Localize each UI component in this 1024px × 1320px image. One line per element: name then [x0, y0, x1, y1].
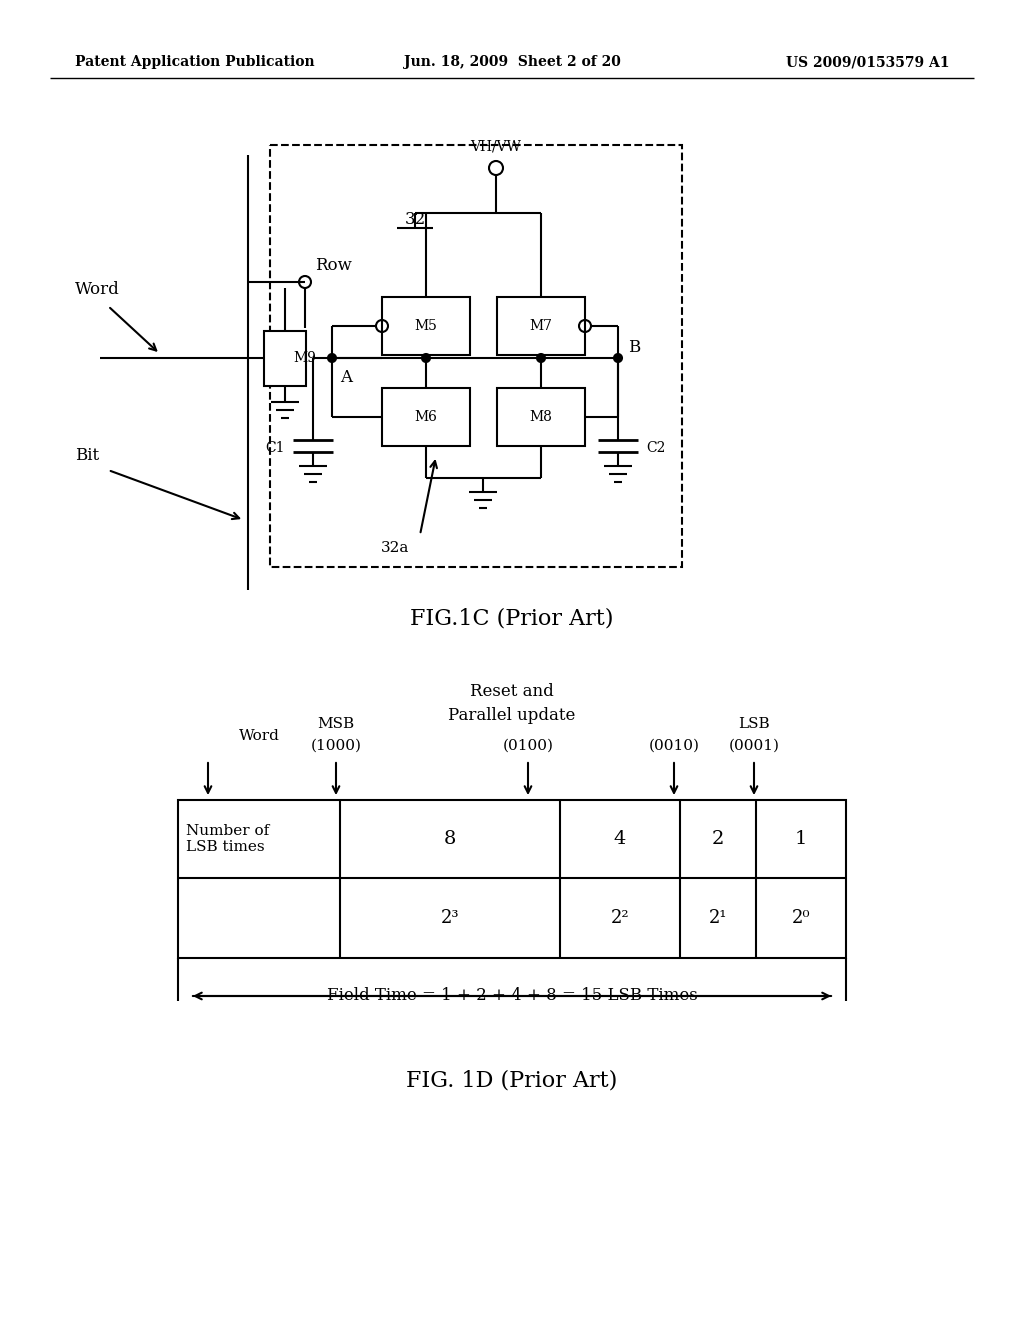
Bar	[382, 297, 470, 355]
Text: B: B	[628, 339, 640, 356]
Text: Parallel update: Parallel update	[449, 706, 575, 723]
Text: C1: C1	[265, 441, 285, 455]
Circle shape	[614, 354, 622, 362]
Text: Number of
LSB times: Number of LSB times	[186, 824, 269, 854]
Text: (0010): (0010)	[648, 739, 699, 752]
Text: Field Time = 1 + 2 + 4 + 8 = 15 LSB Times: Field Time = 1 + 2 + 4 + 8 = 15 LSB Time…	[327, 987, 697, 1005]
Text: Word: Word	[239, 729, 280, 743]
Text: Patent Application Publication: Patent Application Publication	[75, 55, 314, 69]
Bar	[497, 388, 585, 446]
Text: M6: M6	[415, 411, 437, 424]
Circle shape	[537, 354, 545, 362]
Text: 2³: 2³	[440, 909, 459, 927]
Text: Word: Word	[75, 281, 120, 298]
Circle shape	[328, 354, 336, 362]
Circle shape	[422, 354, 430, 362]
Text: 4: 4	[613, 830, 627, 847]
Text: 2¹: 2¹	[709, 909, 727, 927]
Text: 2⁰: 2⁰	[792, 909, 810, 927]
Text: VH/VW: VH/VW	[471, 140, 521, 154]
Text: 1: 1	[795, 830, 807, 847]
Bar	[178, 800, 846, 958]
Text: LSB: LSB	[738, 717, 770, 731]
Text: FIG.1C (Prior Art): FIG.1C (Prior Art)	[411, 607, 613, 630]
Text: Jun. 18, 2009  Sheet 2 of 20: Jun. 18, 2009 Sheet 2 of 20	[403, 55, 621, 69]
Text: (1000): (1000)	[310, 739, 361, 752]
Text: 2²: 2²	[610, 909, 630, 927]
Text: FIG. 1D (Prior Art): FIG. 1D (Prior Art)	[407, 1071, 617, 1092]
Text: 32a: 32a	[381, 541, 410, 554]
Text: C2: C2	[646, 441, 666, 455]
Bar	[497, 297, 585, 355]
Text: 32: 32	[404, 211, 426, 228]
Text: M8: M8	[529, 411, 552, 424]
Text: 2: 2	[712, 830, 724, 847]
Text: (0001): (0001)	[728, 739, 779, 752]
Text: Bit: Bit	[75, 446, 99, 463]
Text: M9: M9	[293, 351, 315, 366]
Text: M5: M5	[415, 319, 437, 333]
Bar	[270, 145, 682, 568]
Text: (0100): (0100)	[503, 739, 554, 752]
Bar	[264, 331, 306, 385]
Text: A: A	[340, 370, 352, 387]
Text: Row: Row	[315, 257, 352, 275]
Text: Reset and: Reset and	[470, 684, 554, 701]
Text: MSB: MSB	[317, 717, 354, 731]
Bar	[382, 388, 470, 446]
Text: 8: 8	[443, 830, 456, 847]
Text: US 2009/0153579 A1: US 2009/0153579 A1	[786, 55, 950, 69]
Text: M7: M7	[529, 319, 553, 333]
